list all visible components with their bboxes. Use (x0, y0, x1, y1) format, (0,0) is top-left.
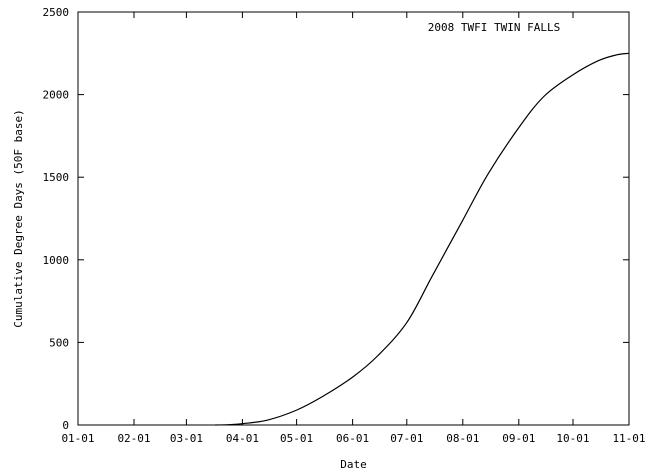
y-axis: 0 500 1000 1500 2000 2500 (43, 6, 629, 432)
y-tick-label: 0 (62, 419, 69, 432)
x-tick-label: 01-01 (61, 432, 94, 445)
x-tick-label: 03-01 (170, 432, 203, 445)
legend-label: 2008 TWFI TWIN FALLS (428, 21, 560, 34)
x-axis: 01-01 02-01 03-01 04-01 05-01 06-01 07-01 08-01… (61, 12, 646, 445)
x-tick-label: 10-01 (556, 432, 589, 445)
y-tick-label: 1500 (43, 171, 70, 184)
x-tick-label: 02-01 (117, 432, 150, 445)
x-tick-label: 06-01 (336, 432, 369, 445)
x-tick-label: 04-01 (226, 432, 259, 445)
series-layer (215, 52, 630, 426)
y-tick-label: 2500 (43, 6, 70, 19)
x-tick-label: 08-01 (446, 432, 479, 445)
x-tick-label: 11-01 (612, 432, 645, 445)
x-axis-label: Date (340, 458, 367, 471)
y-tick-label: 2000 (43, 89, 70, 102)
y-axis-label: Cumulative Degree Days (50F base) (12, 109, 25, 328)
plot-frame (77, 11, 630, 426)
y-tick-label: 500 (49, 336, 69, 349)
x-tick-label: 05-01 (280, 432, 313, 445)
x-tick-label: 09-01 (502, 432, 535, 445)
x-tick-label: 07-01 (390, 432, 423, 445)
series-line (215, 52, 630, 426)
y-tick-label: 1000 (43, 254, 70, 267)
